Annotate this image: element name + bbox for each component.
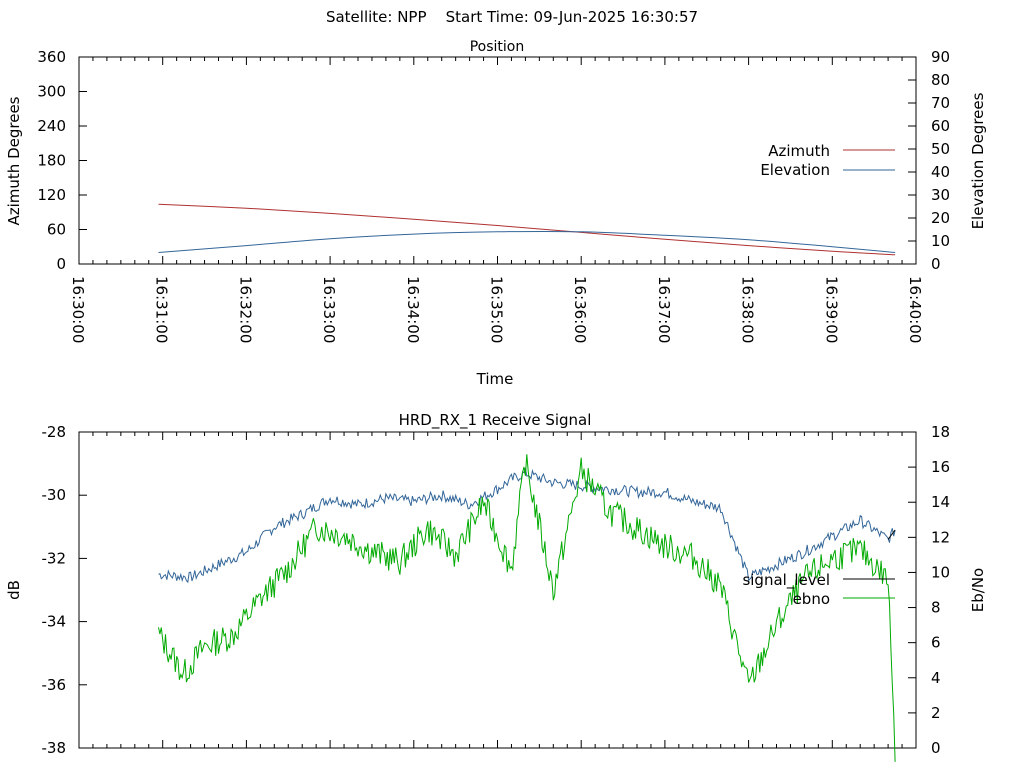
azimuth-axis-label: Azimuth Degrees <box>5 96 23 225</box>
legend-azimuth-label: Azimuth <box>768 142 830 160</box>
x-tick-label: 16:39:00 <box>822 276 840 343</box>
right-tick-label: 2 <box>931 704 941 722</box>
right-tick-label: 90 <box>931 48 950 66</box>
x-tick-label: 16:37:00 <box>655 276 673 343</box>
left-tick-label: 0 <box>56 255 66 273</box>
legend-elevation-label: Elevation <box>760 161 830 179</box>
left-tick-label: -28 <box>42 423 67 441</box>
x-tick-label: 16:38:00 <box>739 276 757 343</box>
legend-signal-level-label: signal_level <box>742 571 830 590</box>
elevation-axis-label: Elevation Degrees <box>969 92 987 229</box>
left-tick-label: -34 <box>42 613 67 631</box>
position-chart: Position 0 60 120 180 240 300 360 0 10 20 30 40 50 60… <box>5 39 987 388</box>
left-tick-label: 60 <box>47 221 66 239</box>
x-tick-label: 16:40:00 <box>906 276 924 343</box>
right-tick-label: 14 <box>931 493 950 511</box>
signal-envelope-line <box>158 467 896 584</box>
x-tick-label: 16:34:00 <box>404 276 422 343</box>
right-tick-label: 30 <box>931 186 950 204</box>
right-tick-label: 4 <box>931 669 941 687</box>
db-axis-label: dB <box>5 580 23 600</box>
receive-signal-chart: HRD_RX_1 Receive Signal -38 -36 -34 -32 -30 -… <box>5 411 987 762</box>
right-tick-label: 10 <box>931 563 950 581</box>
ebno-line <box>158 454 896 762</box>
left-tick-label: 180 <box>37 152 66 170</box>
left-tick-label: 300 <box>37 83 66 101</box>
right-tick-label: 20 <box>931 209 950 227</box>
right-tick-label: 80 <box>931 71 950 89</box>
signal-level-line <box>887 529 896 540</box>
x-tick-label: 16:33:00 <box>320 276 338 343</box>
left-tick-label: -36 <box>42 676 67 694</box>
right-tick-label: 6 <box>931 634 941 652</box>
right-tick-label: 0 <box>931 255 941 273</box>
right-tick-label: 8 <box>931 599 941 617</box>
right-tick-label: 50 <box>931 140 950 158</box>
left-tick-label: -30 <box>42 486 67 504</box>
x-tick-label: 16:30:00 <box>69 276 87 343</box>
x-tick-label: 16:32:00 <box>236 276 254 343</box>
left-tick-label: -32 <box>42 549 67 567</box>
right-tick-label: 18 <box>931 423 950 441</box>
right-tick-label: 12 <box>931 528 950 546</box>
left-tick-label: 240 <box>37 117 66 135</box>
time-axis-label: Time <box>476 370 514 388</box>
right-tick-label: 70 <box>931 94 950 112</box>
elevation-line <box>158 230 896 253</box>
azimuth-line <box>158 203 896 256</box>
left-tick-label: 120 <box>37 186 66 204</box>
x-tick-label: 16:35:00 <box>488 276 506 343</box>
legend-ebno-label: ebno <box>793 590 830 608</box>
x-tick-label: 16:31:00 <box>153 276 171 343</box>
position-legend: Azimuth Elevation <box>760 142 895 179</box>
figure-header: Satellite: NPP Start Time: 09-Jun-2025 1… <box>326 8 698 26</box>
right-tick-label: 16 <box>931 458 950 476</box>
position-chart-title: Position <box>470 39 525 55</box>
right-tick-label: 10 <box>931 232 950 250</box>
left-tick-label: -38 <box>42 739 67 757</box>
right-tick-label: 60 <box>931 117 950 135</box>
receive-legend: signal_level ebno <box>742 571 895 608</box>
right-tick-label: 40 <box>931 163 950 181</box>
right-tick-label: 0 <box>931 739 941 757</box>
left-tick-label: 360 <box>37 48 66 66</box>
receive-chart-title: HRD_RX_1 Receive Signal <box>399 411 592 430</box>
receive-plot-frame <box>78 431 917 749</box>
ebno-axis-label: Eb/No <box>969 568 987 612</box>
x-tick-label: 16:36:00 <box>571 276 589 343</box>
